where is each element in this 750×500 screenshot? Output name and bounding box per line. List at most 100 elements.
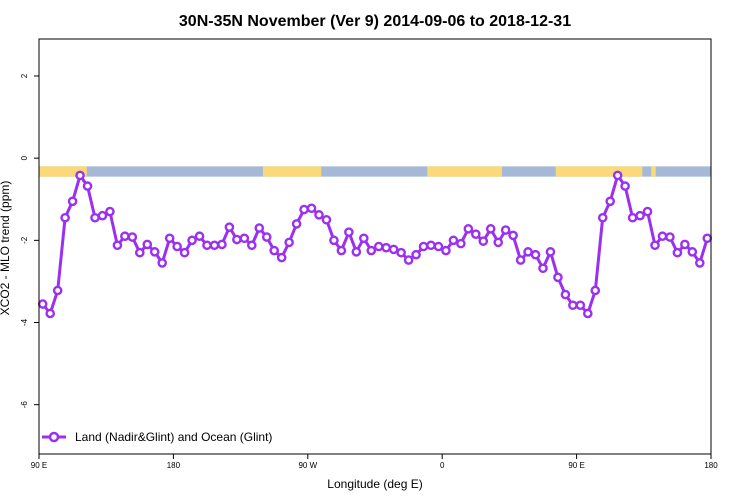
data-point	[105, 206, 115, 217]
data-point	[314, 210, 324, 220]
data-point	[134, 247, 145, 258]
data-point	[612, 170, 623, 181]
data-point	[112, 240, 123, 251]
data-point	[306, 203, 317, 214]
data-point	[426, 240, 436, 251]
land-strip-segment	[427, 166, 502, 177]
y-tick-label: -6	[20, 401, 29, 409]
x-tick-label: 0	[440, 461, 445, 470]
data-point	[276, 252, 287, 263]
x-axis: 90 E 180 90 W 0 90 E 180	[31, 454, 718, 470]
data-point	[583, 308, 593, 319]
data-point	[75, 170, 85, 181]
y-tick-label: 2	[20, 73, 29, 78]
data-point	[157, 258, 167, 268]
land-strip-segment	[651, 166, 656, 177]
data-point	[239, 233, 250, 244]
y-tick-label: 0	[20, 155, 29, 160]
x-tick-label: 90 W	[298, 461, 317, 470]
y-tick-label: -2	[20, 236, 29, 244]
land-strip-segment	[39, 166, 87, 177]
data-point	[37, 299, 48, 309]
x-tick-label: 90 E	[568, 461, 584, 470]
data-point	[149, 247, 160, 257]
data-point	[224, 222, 235, 232]
data-point	[336, 245, 347, 256]
data-point	[657, 231, 668, 242]
data-point	[358, 233, 369, 244]
data-point	[515, 255, 526, 265]
data-point	[568, 300, 578, 311]
data-point	[523, 247, 533, 257]
legend-label: Land (Nadir&Glint) and Ocean (Glint)	[75, 430, 272, 444]
plot-area	[37, 166, 713, 319]
data-point	[545, 247, 556, 257]
data-point	[179, 247, 190, 258]
data-point	[418, 241, 429, 252]
data-point	[366, 245, 377, 256]
data-point	[217, 239, 227, 250]
data-point	[344, 227, 354, 237]
data-point	[209, 240, 220, 251]
data-point	[560, 289, 571, 300]
data-point	[269, 245, 280, 256]
data-point	[172, 241, 182, 252]
y-tick-label: -4	[20, 318, 29, 326]
data-point	[695, 258, 705, 268]
x-axis-label: Longitude (deg E)	[327, 477, 422, 491]
plot-frame	[38, 38, 712, 455]
data-point	[261, 232, 272, 242]
data-point	[202, 240, 212, 251]
x-tick-label: 180	[167, 461, 181, 470]
data-point	[388, 244, 399, 255]
data-point	[508, 230, 518, 241]
x-tick-label: 180	[704, 461, 718, 470]
data-point	[575, 300, 586, 311]
data-point	[164, 233, 175, 244]
data-point	[665, 232, 675, 242]
data-point	[82, 181, 93, 191]
data-point	[187, 235, 197, 246]
data-point	[680, 239, 690, 250]
data-point	[396, 247, 406, 258]
data-point	[60, 212, 70, 223]
data-point	[433, 241, 444, 252]
data-point	[635, 210, 645, 221]
data-point	[441, 245, 451, 256]
data-point	[627, 212, 638, 223]
data-point	[120, 231, 130, 242]
data-point	[650, 240, 660, 251]
data-point	[478, 236, 489, 246]
data-point	[246, 240, 257, 251]
data-point	[67, 196, 78, 207]
data-point	[299, 204, 309, 215]
data-point	[284, 237, 294, 248]
data-point	[411, 249, 421, 260]
data-point	[142, 239, 153, 250]
data-point	[530, 249, 541, 260]
data-point	[672, 247, 683, 258]
data-point	[127, 232, 138, 242]
land-strip-segment	[263, 166, 322, 177]
data-point	[403, 255, 414, 265]
data-point	[493, 237, 504, 248]
data-point	[538, 263, 548, 274]
data-point	[97, 210, 108, 221]
data-point	[254, 223, 265, 233]
data-point	[470, 229, 481, 239]
ocean-strip	[39, 166, 711, 177]
data-point	[456, 238, 466, 249]
data-point	[381, 242, 392, 253]
data-point	[553, 272, 563, 283]
data-point	[373, 241, 384, 252]
data-point	[291, 219, 302, 229]
y-axis: 2 0 -2 -4 -6	[20, 73, 39, 408]
data-point	[90, 212, 100, 223]
land-strip-segment	[555, 166, 643, 177]
data-point	[194, 231, 205, 242]
data-point	[620, 181, 630, 191]
data-point	[232, 234, 242, 245]
data-point	[321, 214, 332, 225]
data-point	[687, 247, 698, 257]
